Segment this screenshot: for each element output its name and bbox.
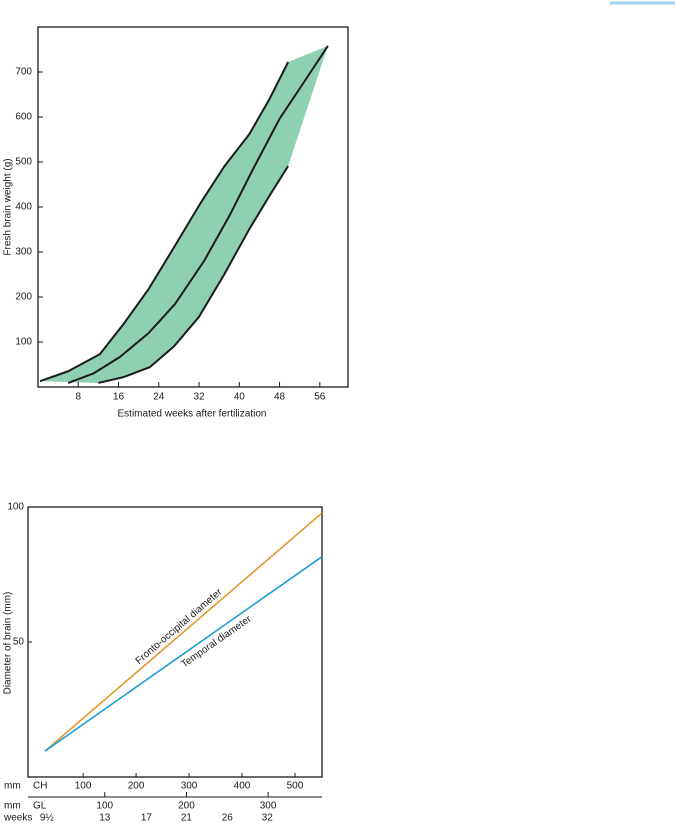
series-label: Fronto-occipital diameter [134, 586, 225, 667]
x2-tick-label: 300 [260, 801, 277, 812]
y-tick-label: 100 [15, 337, 32, 348]
x-tick-label: 32 [193, 392, 205, 403]
axis-unit: mm [4, 781, 21, 792]
band [40, 45, 328, 383]
x-tick-label: 48 [274, 392, 286, 403]
axis-name: CH [33, 781, 47, 792]
x2-tick-label: 200 [178, 801, 195, 812]
y-axis-label: Diameter of brain (mm) [3, 592, 14, 695]
axis-unit: mm [4, 801, 21, 812]
y-tick-label: 50 [13, 637, 25, 648]
x3-tick-label: 32 [262, 813, 274, 823]
x-tick-label: 40 [234, 392, 246, 403]
x3-tick-label: 26 [222, 813, 234, 823]
axis-name: GL [33, 801, 47, 812]
x-tick-label: 100 [75, 781, 92, 792]
x3-tick-label: 13 [99, 813, 111, 823]
x3-tick-label: 21 [181, 813, 193, 823]
x-tick-label: 8 [75, 392, 81, 403]
x3-tick-label: 9½ [40, 813, 55, 823]
y-tick-label: 500 [15, 157, 32, 168]
x2-tick-label: 100 [96, 801, 113, 812]
x-tick-label: 400 [234, 781, 251, 792]
line [67, 45, 329, 384]
x-tick-label: 16 [113, 392, 125, 403]
x-tick-label: 300 [181, 781, 198, 792]
line [98, 165, 289, 384]
x-tick-label: 24 [153, 392, 165, 403]
y-tick-label: 300 [15, 247, 32, 258]
x-tick-label: 200 [128, 781, 145, 792]
y-tick-label: 700 [15, 67, 32, 78]
x-tick-label: 500 [287, 781, 304, 792]
y-tick-label: 200 [15, 292, 32, 303]
line [39, 61, 290, 383]
y-tick-label: 600 [15, 112, 32, 123]
x-axis-label: Estimated weeks after fertilization [118, 409, 267, 420]
y-tick-label: 100 [7, 502, 24, 513]
plot-frame [27, 506, 323, 778]
x-tick-label: 56 [314, 392, 326, 403]
axis-name: weeks [3, 813, 32, 823]
x3-tick-label: 17 [141, 813, 153, 823]
line [44, 512, 323, 752]
y-axis-label: Fresh brain weight (g) [3, 158, 14, 255]
y-tick-label: 400 [15, 202, 32, 213]
line [44, 556, 323, 752]
